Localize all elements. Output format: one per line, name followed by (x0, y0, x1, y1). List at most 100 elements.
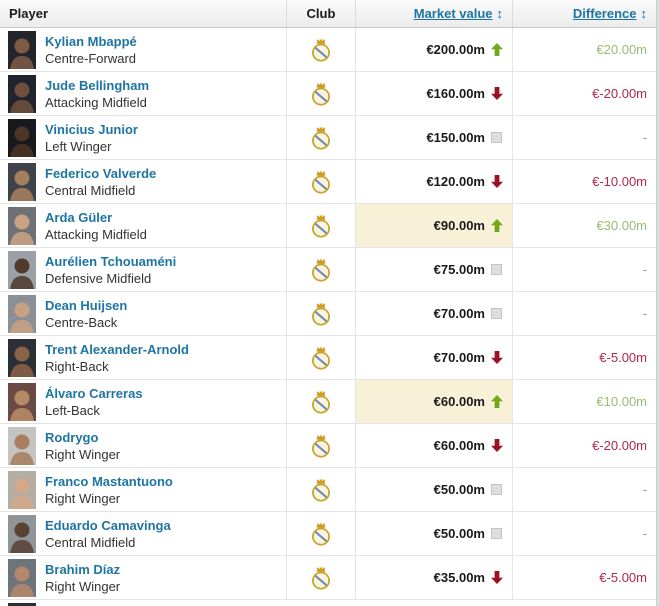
arrow-down-icon (491, 87, 503, 100)
difference-sort-link[interactable]: Difference (572, 6, 637, 21)
page-background (657, 0, 660, 606)
player-photo[interactable] (8, 74, 36, 113)
player-name-link[interactable]: Rodrygo (45, 429, 99, 445)
difference-cell: €20.00m (513, 28, 656, 71)
player-cell: Franco Mastantuono Right Winger (0, 468, 287, 511)
real-madrid-crest-icon[interactable] (312, 126, 330, 150)
table-row: Eduardo Camavinga Central Midfield €50.0… (0, 512, 656, 556)
difference-cell: - (513, 248, 656, 291)
player-name-link[interactable]: Aurélien Tchouaméni (45, 253, 177, 269)
player-cell: Jude Bellingham Attacking Midfield (0, 72, 287, 115)
player-photo[interactable] (8, 338, 36, 377)
player-name-link[interactable]: Arda Güler (45, 209, 113, 225)
difference-value: €-10.00m (592, 174, 647, 189)
club-cell (287, 28, 356, 71)
player-photo[interactable] (8, 382, 36, 421)
player-photo[interactable] (8, 118, 36, 157)
difference-value: - (642, 526, 647, 541)
difference-cell: €10.00m (513, 380, 656, 423)
column-label-club: Club (306, 6, 336, 21)
arrow-up-icon (491, 43, 503, 56)
market-value-sort-link[interactable]: Market value (413, 6, 493, 21)
table-row-partial (0, 600, 656, 606)
real-madrid-crest-icon[interactable] (312, 38, 330, 62)
column-header-market-value[interactable]: Market value ↕ (356, 0, 513, 27)
player-info: Federico Valverde Central Midfield (45, 165, 156, 199)
real-madrid-crest-icon[interactable] (312, 214, 330, 238)
player-position: Right Winger (45, 578, 121, 594)
club-cell (287, 336, 356, 379)
market-value-cell: €160.00m (356, 72, 513, 115)
player-photo[interactable] (8, 206, 36, 245)
market-value: €90.00m (433, 218, 485, 233)
real-madrid-crest-icon[interactable] (312, 566, 330, 590)
player-name-link[interactable]: Kylian Mbappé (45, 33, 137, 49)
player-photo[interactable] (8, 162, 36, 201)
real-madrid-crest-icon[interactable] (312, 346, 330, 370)
table-row: Federico Valverde Central Midfield €120.… (0, 160, 656, 204)
player-name-link[interactable]: Brahim Díaz (45, 561, 121, 577)
table-header: Player Club Market value ↕ Difference ↕ (0, 0, 656, 28)
real-madrid-crest-icon[interactable] (312, 258, 330, 282)
market-value: €70.00m (433, 306, 485, 321)
player-photo[interactable] (8, 294, 36, 333)
player-position: Attacking Midfield (45, 94, 147, 110)
player-cell: Álvaro Carreras Left-Back (0, 380, 287, 423)
difference-value: €20.00m (596, 42, 647, 57)
club-cell (287, 248, 356, 291)
table-row: Dean Huijsen Centre-Back €70.00m (0, 292, 656, 336)
player-position: Left Winger (45, 138, 112, 154)
real-madrid-crest-icon[interactable] (312, 302, 330, 326)
real-madrid-crest-icon[interactable] (312, 170, 330, 194)
player-name-link[interactable]: Trent Alexander-Arnold (45, 341, 189, 357)
player-photo[interactable] (8, 250, 36, 289)
sort-icon[interactable]: ↕ (496, 6, 504, 21)
sort-icon[interactable]: ↕ (640, 6, 648, 21)
club-cell (287, 556, 356, 599)
player-name-link[interactable]: Vinicius Junior (45, 121, 138, 137)
difference-value: - (642, 482, 647, 497)
player-info: Dean Huijsen Centre-Back (45, 297, 127, 331)
player-name-link[interactable]: Álvaro Carreras (45, 385, 143, 401)
column-header-difference[interactable]: Difference ↕ (513, 0, 656, 27)
player-name-link[interactable]: Dean Huijsen (45, 297, 128, 313)
player-info: Eduardo Camavinga Central Midfield (45, 517, 171, 551)
no-change-square-icon (491, 527, 503, 540)
no-change-square-icon (491, 483, 503, 496)
real-madrid-crest-icon[interactable] (312, 434, 330, 458)
player-photo[interactable] (8, 30, 36, 69)
club-cell (287, 72, 356, 115)
table-row: Kylian Mbappé Centre-Forward €200.00m (0, 28, 656, 72)
real-madrid-crest-icon[interactable] (312, 478, 330, 502)
player-name-link[interactable]: Jude Bellingham (45, 77, 150, 93)
player-photo[interactable] (8, 426, 36, 465)
player-cell: Eduardo Camavinga Central Midfield (0, 512, 287, 555)
player-cell: Aurélien Tchouaméni Defensive Midfield (0, 248, 287, 291)
real-madrid-crest-icon[interactable] (312, 522, 330, 546)
player-position: Left-Back (45, 402, 100, 418)
player-info: Álvaro Carreras Left-Back (45, 385, 143, 419)
table-row: Arda Güler Attacking Midfield €90.00m (0, 204, 656, 248)
club-cell (287, 204, 356, 247)
real-madrid-crest-icon[interactable] (312, 82, 330, 106)
player-position: Defensive Midfield (45, 270, 152, 286)
real-madrid-crest-icon[interactable] (312, 390, 330, 414)
player-name-link[interactable]: Eduardo Camavinga (45, 517, 171, 533)
player-cell: Vinicius Junior Left Winger (0, 116, 287, 159)
player-position: Centre-Back (45, 314, 118, 330)
player-info: Aurélien Tchouaméni Defensive Midfield (45, 253, 176, 287)
player-info: Jude Bellingham Attacking Midfield (45, 77, 149, 111)
table-row: Rodrygo Right Winger €60.00m (0, 424, 656, 468)
table-row: Trent Alexander-Arnold Right-Back €70.00… (0, 336, 656, 380)
player-photo[interactable] (8, 514, 36, 553)
arrow-down-icon (491, 175, 503, 188)
player-photo[interactable] (8, 470, 36, 509)
player-info: Trent Alexander-Arnold Right-Back (45, 341, 189, 375)
market-value-cell: €200.00m (356, 28, 513, 71)
market-value-cell: €70.00m (356, 292, 513, 335)
market-value-cell: €60.00m (356, 380, 513, 423)
player-name-link[interactable]: Franco Mastantuono (45, 473, 173, 489)
player-name-link[interactable]: Federico Valverde (45, 165, 157, 181)
player-photo[interactable] (8, 558, 36, 597)
